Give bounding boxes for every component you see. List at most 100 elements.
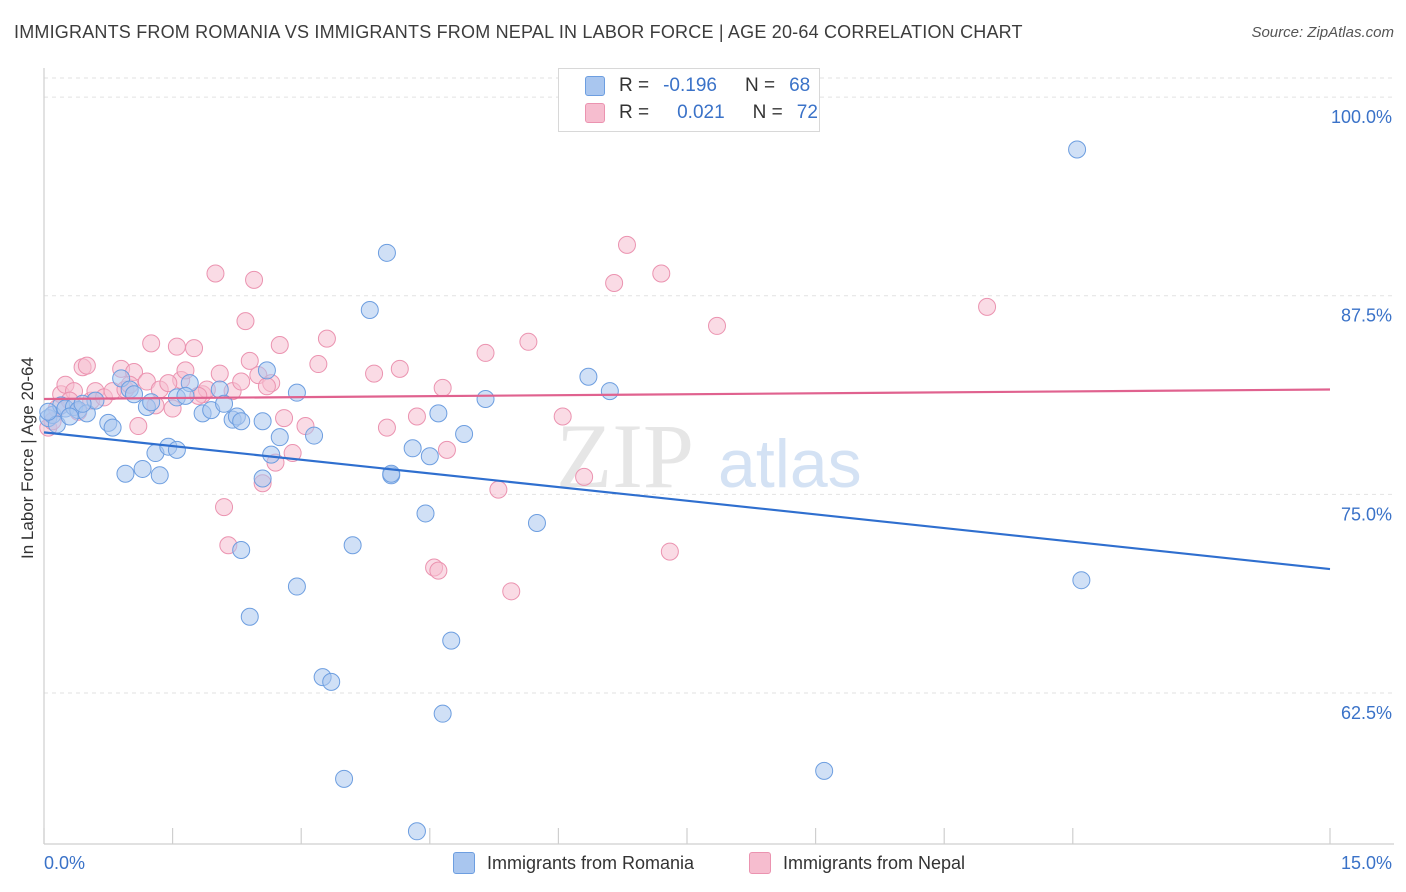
nepal-point	[232, 372, 251, 391]
romania-point	[150, 466, 169, 485]
nepal-point	[317, 329, 336, 348]
romania-point	[815, 761, 834, 780]
nepal-point	[185, 339, 204, 358]
y-tick-label: 75.0%	[1341, 504, 1392, 524]
romania-n-label: N =	[744, 75, 776, 96]
romania-point	[142, 393, 161, 412]
romania-trend-line	[43, 431, 1331, 571]
romania-point	[270, 428, 289, 447]
romania-point	[360, 301, 379, 320]
nepal-point	[240, 351, 259, 370]
romania-point	[600, 382, 619, 401]
y-tick-label: 100.0%	[1331, 107, 1392, 127]
romania-point	[133, 459, 152, 478]
romania-point	[429, 404, 448, 423]
romania-point	[579, 367, 598, 386]
romania-point	[232, 412, 251, 431]
romania-point	[215, 394, 234, 413]
y-axis-title: In Labor Force | Age 20-64	[18, 357, 37, 559]
legend-row-nepal: R = 0.021 N = 72	[585, 100, 818, 126]
romania-point	[103, 418, 122, 437]
romania-point	[240, 607, 259, 626]
source-label: Source: ZipAtlas.com	[1251, 24, 1394, 41]
nepal-swatch	[585, 103, 605, 123]
y-tick-label: 62.5%	[1341, 703, 1392, 723]
nepal-point	[652, 264, 671, 283]
nepal-point	[159, 374, 178, 393]
axes	[43, 68, 1394, 845]
nepal-point	[365, 364, 384, 383]
legend-row-romania: R = -0.196 N = 68	[585, 73, 810, 99]
nepal-n-value: 72	[796, 102, 818, 123]
nepal-points	[39, 235, 997, 601]
romania-point	[125, 385, 144, 404]
romania-n-value: 68	[789, 75, 811, 96]
nepal-point	[206, 264, 225, 283]
romania-point	[476, 390, 495, 409]
romania-point	[403, 439, 422, 458]
romania-point	[176, 386, 195, 405]
romania-point	[305, 426, 324, 445]
nepal-point	[437, 440, 456, 459]
legend-nepal-label: Immigrants from Nepal	[783, 852, 966, 873]
legend-nepal-swatch	[749, 852, 771, 874]
nepal-point	[617, 235, 636, 254]
nepal-point	[142, 334, 161, 353]
nepal-point	[605, 274, 624, 293]
watermark: ZIP atlas	[556, 405, 862, 507]
nepal-point	[210, 364, 229, 383]
nepal-point	[167, 337, 186, 356]
x-tick-min: 0.0%	[44, 853, 86, 873]
nepal-point	[245, 270, 264, 289]
nepal-point	[433, 378, 452, 397]
nepal-n-label: N =	[752, 102, 783, 123]
nepal-r-label: R =	[619, 102, 650, 123]
y-tick-labels: 100.0% 87.5% 75.0% 62.5%	[1331, 107, 1392, 723]
nepal-point	[502, 582, 521, 601]
nepal-point	[553, 407, 572, 426]
romania-point	[407, 822, 426, 841]
romania-r-label: R =	[619, 75, 650, 96]
romania-point	[377, 243, 396, 262]
romania-point	[287, 577, 306, 596]
nepal-point	[429, 561, 448, 580]
nepal-point	[476, 343, 495, 362]
series-legend: Immigrants from Romania Immigrants from …	[0, 852, 1406, 878]
x-tick-max: 15.0%	[1340, 853, 1392, 873]
romania-point	[455, 424, 474, 443]
romania-point	[420, 447, 439, 466]
nepal-point	[660, 542, 679, 561]
romania-point	[287, 383, 306, 402]
trend-lines	[43, 388, 1331, 571]
watermark-zip: ZIP	[556, 405, 694, 507]
nepal-point	[270, 335, 289, 354]
nepal-point	[129, 417, 148, 436]
romania-point	[527, 513, 546, 532]
legend-romania-swatch	[453, 852, 475, 874]
romania-point	[253, 469, 272, 488]
nepal-point	[137, 372, 156, 391]
nepal-point	[407, 407, 426, 426]
legend-item-romania: Immigrants from Romania	[453, 852, 694, 874]
nepal-trend-line	[43, 388, 1331, 401]
nepal-r-value: 0.021	[677, 102, 725, 123]
nepal-point	[257, 377, 276, 396]
nepal-point	[77, 356, 96, 375]
romania-r-value: -0.196	[663, 75, 717, 96]
nepal-point	[377, 418, 396, 437]
nepal-point	[390, 359, 409, 378]
romania-swatch	[585, 76, 605, 96]
romania-point	[39, 402, 58, 421]
romania-point	[1072, 571, 1091, 590]
romania-point	[343, 536, 362, 555]
romania-point	[253, 412, 272, 431]
nepal-point	[519, 332, 538, 351]
correlation-legend: R = -0.196 N = 68 R = 0.021 N = 72	[558, 68, 820, 132]
nepal-point	[978, 297, 997, 316]
nepal-point	[575, 467, 594, 486]
romania-point	[116, 464, 135, 483]
romania-point	[167, 440, 186, 459]
y-tick-label: 87.5%	[1341, 306, 1392, 326]
legend-romania-label: Immigrants from Romania	[487, 852, 695, 873]
